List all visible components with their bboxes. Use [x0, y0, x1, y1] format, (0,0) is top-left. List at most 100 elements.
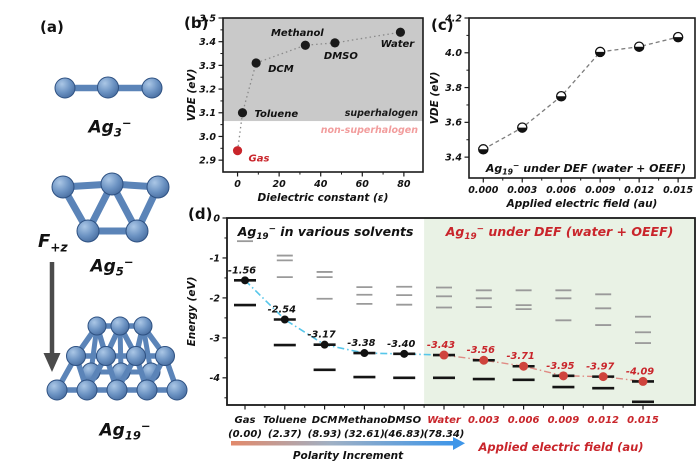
y-tick-label: 3.4: [199, 37, 216, 48]
x-tick-label: 0.009: [585, 185, 615, 196]
trend-line: [482, 36, 679, 150]
atom: [136, 379, 158, 401]
trend-line: [236, 31, 401, 151]
point-label-gas: Gas: [249, 154, 270, 165]
point-label-dmso: DMSO: [324, 51, 358, 62]
x-category-label: 0.009: [548, 415, 580, 426]
atom: [141, 77, 163, 99]
x-category-label: Toluene: [263, 415, 307, 426]
marker-dcm: [320, 340, 329, 349]
marker-value-label: -1.56: [228, 265, 256, 276]
non-superhalogen-label: non-superhalogen: [321, 125, 419, 136]
x-category-value: (46.83): [384, 429, 425, 440]
data-point-water: [395, 27, 406, 37]
marker-value-label: -3.40: [387, 339, 415, 350]
atom: [125, 219, 149, 243]
marker-0.012: [598, 372, 608, 382]
polarity-arrow-shaft: [231, 441, 453, 446]
x-axis-label: Applied electric field (au): [506, 198, 658, 210]
x-tick-label: 0.012: [624, 185, 654, 196]
data-point-dmso: [330, 38, 340, 48]
y-tick-label: 3.4: [445, 153, 462, 164]
atom: [76, 219, 100, 243]
y-axis-label: VDE (eV): [429, 72, 441, 125]
marker-methanol: [360, 349, 369, 358]
atom: [51, 175, 75, 199]
marker-gas: [241, 276, 249, 285]
y-tick-label: 3.5: [199, 13, 216, 24]
force-arrow: [43, 262, 61, 372]
point-label-dcm: DCM: [268, 64, 294, 75]
x-category-label: 0.012: [587, 415, 619, 426]
atom: [155, 346, 175, 366]
y-axis-label: Energy (eV): [186, 277, 198, 347]
y-tick-label: 3.8: [445, 83, 462, 94]
y-tick-label: 3.0: [199, 132, 216, 143]
marker-0.003: [479, 355, 489, 365]
atom: [96, 346, 116, 366]
x-category-label: 0.006: [508, 415, 540, 426]
x-tick-label: 0.006: [546, 185, 576, 196]
x-tick-label: 40: [313, 179, 328, 190]
data-point-half-fill: [673, 37, 683, 42]
marker-value-label: -2.54: [268, 304, 296, 315]
marker-0.015: [638, 376, 648, 386]
x-tick-label: 0: [234, 179, 241, 190]
marker-value-label: -4.09: [626, 366, 654, 377]
marker-0.006: [519, 361, 529, 371]
atom: [87, 316, 107, 336]
atom: [166, 379, 188, 401]
atom: [106, 379, 128, 401]
marker-value-label: -3.97: [586, 362, 614, 373]
y-tick-label: -4: [209, 373, 220, 384]
x-category-label: Methanol: [338, 415, 391, 426]
ag5-label: Ag5−: [90, 255, 134, 279]
y-tick-label: 0: [213, 213, 220, 224]
plot-border: [222, 17, 424, 173]
y-tick-label: 2.9: [199, 156, 216, 167]
y-tick-label: 4.2: [444, 13, 462, 24]
def-title: Ag19− under DEF (water + OEEF): [445, 224, 674, 242]
panel-label-c: (c): [431, 16, 454, 34]
ag5-cluster: [51, 172, 170, 243]
x-category-label: DCM: [312, 415, 338, 426]
solvents-title: Ag19− in various solvents: [237, 224, 414, 242]
polarity-arrow-head-icon: [453, 437, 465, 450]
x-axis-label: Dielectric constant (ε): [258, 192, 389, 204]
atom: [133, 316, 153, 336]
plot-border: [468, 17, 696, 179]
data-point-gas: [232, 146, 243, 156]
ag19-cluster: [46, 316, 188, 401]
y-tick-label: -3: [209, 333, 220, 344]
marker-0.009: [558, 371, 568, 381]
vde-vs-field-chart: Ag19− under DEF (water + OEEF) 0.000 0.003…: [429, 13, 696, 210]
panel-label-a: (a): [40, 18, 64, 36]
ag3-label: Ag3−: [88, 116, 132, 140]
x-category-label: 0.003: [468, 415, 500, 426]
marker-toluene: [280, 315, 289, 324]
atom: [126, 346, 146, 366]
x-tick-label: 0.000: [468, 185, 498, 196]
x-category-value: (2.37): [268, 429, 302, 440]
marker-dmso: [400, 349, 409, 358]
data-point-half-fill: [556, 96, 566, 101]
x-category-value: (8.93): [308, 429, 342, 440]
marker-value-label: -3.43: [427, 340, 455, 351]
marker-water: [439, 350, 449, 360]
ag19-label: Ag19−: [99, 419, 151, 443]
y-tick-label: 3.3: [199, 61, 216, 72]
superhalogen-label: superhalogen: [345, 108, 419, 119]
atom: [46, 379, 68, 401]
vde-vs-dielectric-chart: superhalogen non-superhalogen Gas Toluene DC…: [186, 13, 424, 204]
y-axis-label: VDE (eV): [186, 69, 198, 122]
data-point-dcm: [251, 58, 261, 68]
marker-value-label: -3.17: [307, 330, 335, 341]
x-category-label: 0.015: [627, 415, 659, 426]
plot-border: [226, 217, 696, 406]
marker-value-label: -3.71: [506, 351, 534, 362]
applied-field-label: Applied electric field (au): [477, 440, 643, 454]
atom: [76, 379, 98, 401]
panel-a-illustration: [43, 76, 188, 401]
y-tick-label: -2: [209, 293, 220, 304]
x-tick-label: 0.015: [663, 185, 693, 196]
